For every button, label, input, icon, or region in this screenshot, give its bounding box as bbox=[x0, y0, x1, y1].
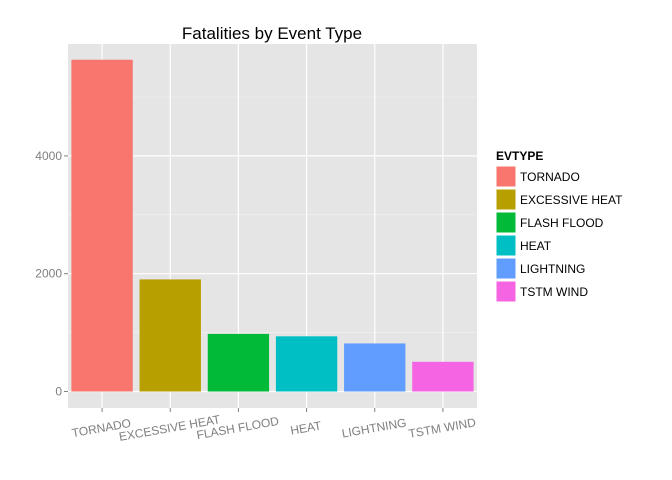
bars bbox=[71, 59, 474, 392]
legend-items: TORNADO EXCESSIVE HEAT FLASH FLOOD HEAT LIGH… bbox=[495, 165, 623, 303]
y-axis: 0 2000 4000 bbox=[35, 149, 68, 399]
y-tick-label: 2000 bbox=[35, 267, 62, 281]
bar-lightning bbox=[344, 343, 406, 392]
legend-label: TSTM WIND bbox=[520, 285, 588, 299]
legend-label: EXCESSIVE HEAT bbox=[520, 193, 623, 207]
legend-key bbox=[495, 257, 517, 280]
chart-title: Fatalities by Event Type bbox=[182, 24, 362, 43]
legend: EVTYPE TORNADO EXCESSIVE HEAT FLASH FLOOD H… bbox=[495, 149, 623, 303]
legend-key bbox=[495, 165, 517, 188]
bar-excessive-heat bbox=[139, 279, 201, 392]
legend-key bbox=[495, 280, 517, 303]
x-tick-label: LIGHTNING bbox=[341, 415, 408, 440]
legend-label: FLASH FLOOD bbox=[520, 216, 604, 230]
x-tick-label: HEAT bbox=[289, 418, 323, 437]
bar-flash-flood bbox=[207, 333, 270, 392]
legend-key bbox=[495, 188, 517, 211]
legend-label: HEAT bbox=[520, 239, 552, 253]
legend-title: EVTYPE bbox=[496, 149, 543, 163]
legend-label: TORNADO bbox=[520, 170, 580, 184]
bar-heat bbox=[275, 336, 338, 392]
x-tick-label: TSTM WIND bbox=[408, 415, 478, 441]
legend-key bbox=[495, 234, 517, 257]
plot-panel bbox=[68, 44, 477, 408]
bar-tstm-wind bbox=[412, 361, 474, 392]
y-tick-label: 4000 bbox=[35, 149, 62, 163]
legend-key bbox=[495, 211, 517, 234]
legend-label: LIGHTNING bbox=[520, 262, 585, 276]
y-tick-label: 0 bbox=[55, 385, 62, 399]
bar-tornado bbox=[71, 59, 133, 392]
